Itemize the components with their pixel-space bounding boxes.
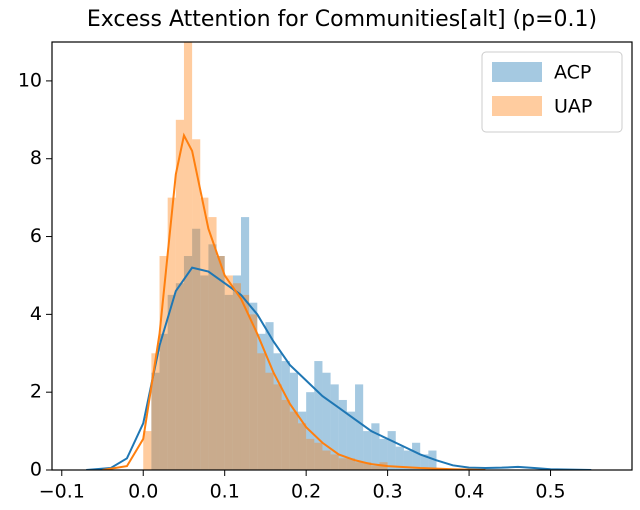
histogram-bar <box>192 139 201 470</box>
histogram-bar <box>167 294 176 470</box>
histogram-bar <box>363 462 372 470</box>
histogram-bar <box>322 450 331 470</box>
histogram-bar <box>322 372 331 470</box>
histogram-bar <box>216 256 225 470</box>
histogram-bar <box>298 423 307 470</box>
histogram-bar <box>387 431 396 470</box>
histogram-bar <box>379 438 388 470</box>
y-tick-label: 10 <box>18 69 42 91</box>
plot-area <box>86 42 592 470</box>
histogram-bar <box>257 353 266 470</box>
kde-line <box>86 266 592 470</box>
chart-title: Excess Attention for Communities[alt] (p… <box>87 7 597 32</box>
x-tick-label: 0.1 <box>210 481 240 503</box>
histogram-bar <box>232 275 241 470</box>
histogram-bar <box>208 244 217 470</box>
histogram-bar <box>355 384 364 470</box>
histogram-bar <box>395 446 404 470</box>
histogram-bar <box>306 438 315 470</box>
histogram-bar <box>192 228 201 470</box>
legend-swatch <box>492 62 542 82</box>
histogram-bar <box>143 431 152 470</box>
histogram-bar <box>403 450 413 470</box>
histogram-bar <box>232 283 241 470</box>
histogram-bar <box>257 333 266 470</box>
legend-swatch <box>492 96 542 116</box>
histogram-bar <box>216 256 225 470</box>
axes-frame <box>51 41 633 471</box>
histogram-bar <box>281 361 290 470</box>
histogram-bar <box>338 399 347 470</box>
histogram-bar <box>224 275 233 470</box>
x-tick-label: 0.0 <box>128 481 158 503</box>
histogram-bar <box>200 275 209 470</box>
histogram-bar <box>346 458 356 470</box>
histogram-bar <box>346 411 356 470</box>
histogram-bar <box>371 423 380 470</box>
x-tick-label: 0.5 <box>535 481 565 503</box>
y-tick-label: 6 <box>30 225 42 247</box>
histogram-bar <box>298 411 307 470</box>
histogram-bar <box>175 283 184 470</box>
histogram-bar <box>249 302 258 470</box>
y-tick-label: 4 <box>30 303 42 325</box>
y-tick-label: 0 <box>30 459 42 481</box>
histogram-bar <box>151 372 160 470</box>
histogram-bar <box>183 256 193 470</box>
histogram-bar <box>289 411 299 470</box>
histogram-bar <box>420 454 429 470</box>
histogram-bar <box>200 197 209 470</box>
histogram-bar <box>314 442 323 470</box>
histogram-bar <box>159 256 168 470</box>
histogram-bar <box>265 322 274 470</box>
histogram-bar <box>289 372 299 470</box>
histogram-bar <box>151 353 160 470</box>
histogram-bar <box>330 454 339 470</box>
histogram-bar <box>273 384 282 470</box>
histogram-bar <box>175 119 184 470</box>
histogram-bar <box>249 314 258 470</box>
histogram-bar <box>273 353 282 470</box>
histogram-bar <box>208 217 217 470</box>
histogram-bar <box>281 399 290 470</box>
y-tick-label: 8 <box>30 147 42 169</box>
legend-box <box>481 51 623 133</box>
x-tick-label: 0.3 <box>373 481 403 503</box>
histogram-bar <box>338 458 347 470</box>
x-tick-label: 0.2 <box>291 481 321 503</box>
histogram-bar <box>240 294 250 470</box>
histogram-bar <box>428 450 437 470</box>
histogram-bar <box>183 42 193 470</box>
histogram-bar <box>330 384 339 470</box>
legend-label: ACP <box>554 62 591 84</box>
y-tick-label: 2 <box>30 381 42 403</box>
legend-label: UAP <box>554 96 592 118</box>
histogram-bar <box>224 294 233 470</box>
histogram-bar <box>412 442 421 470</box>
kde-line <box>102 132 486 470</box>
histogram-bar <box>167 197 176 470</box>
histogram-bar <box>355 462 364 470</box>
x-tick-label: −0.1 <box>39 481 85 503</box>
histogram-bar <box>363 431 372 470</box>
histogram-bar <box>371 466 380 470</box>
x-tick-label: 0.4 <box>454 481 484 503</box>
histogram-bar <box>159 333 168 470</box>
histogram-bar <box>240 217 250 470</box>
histogram-bar <box>265 372 274 470</box>
histogram-bar <box>314 361 323 470</box>
